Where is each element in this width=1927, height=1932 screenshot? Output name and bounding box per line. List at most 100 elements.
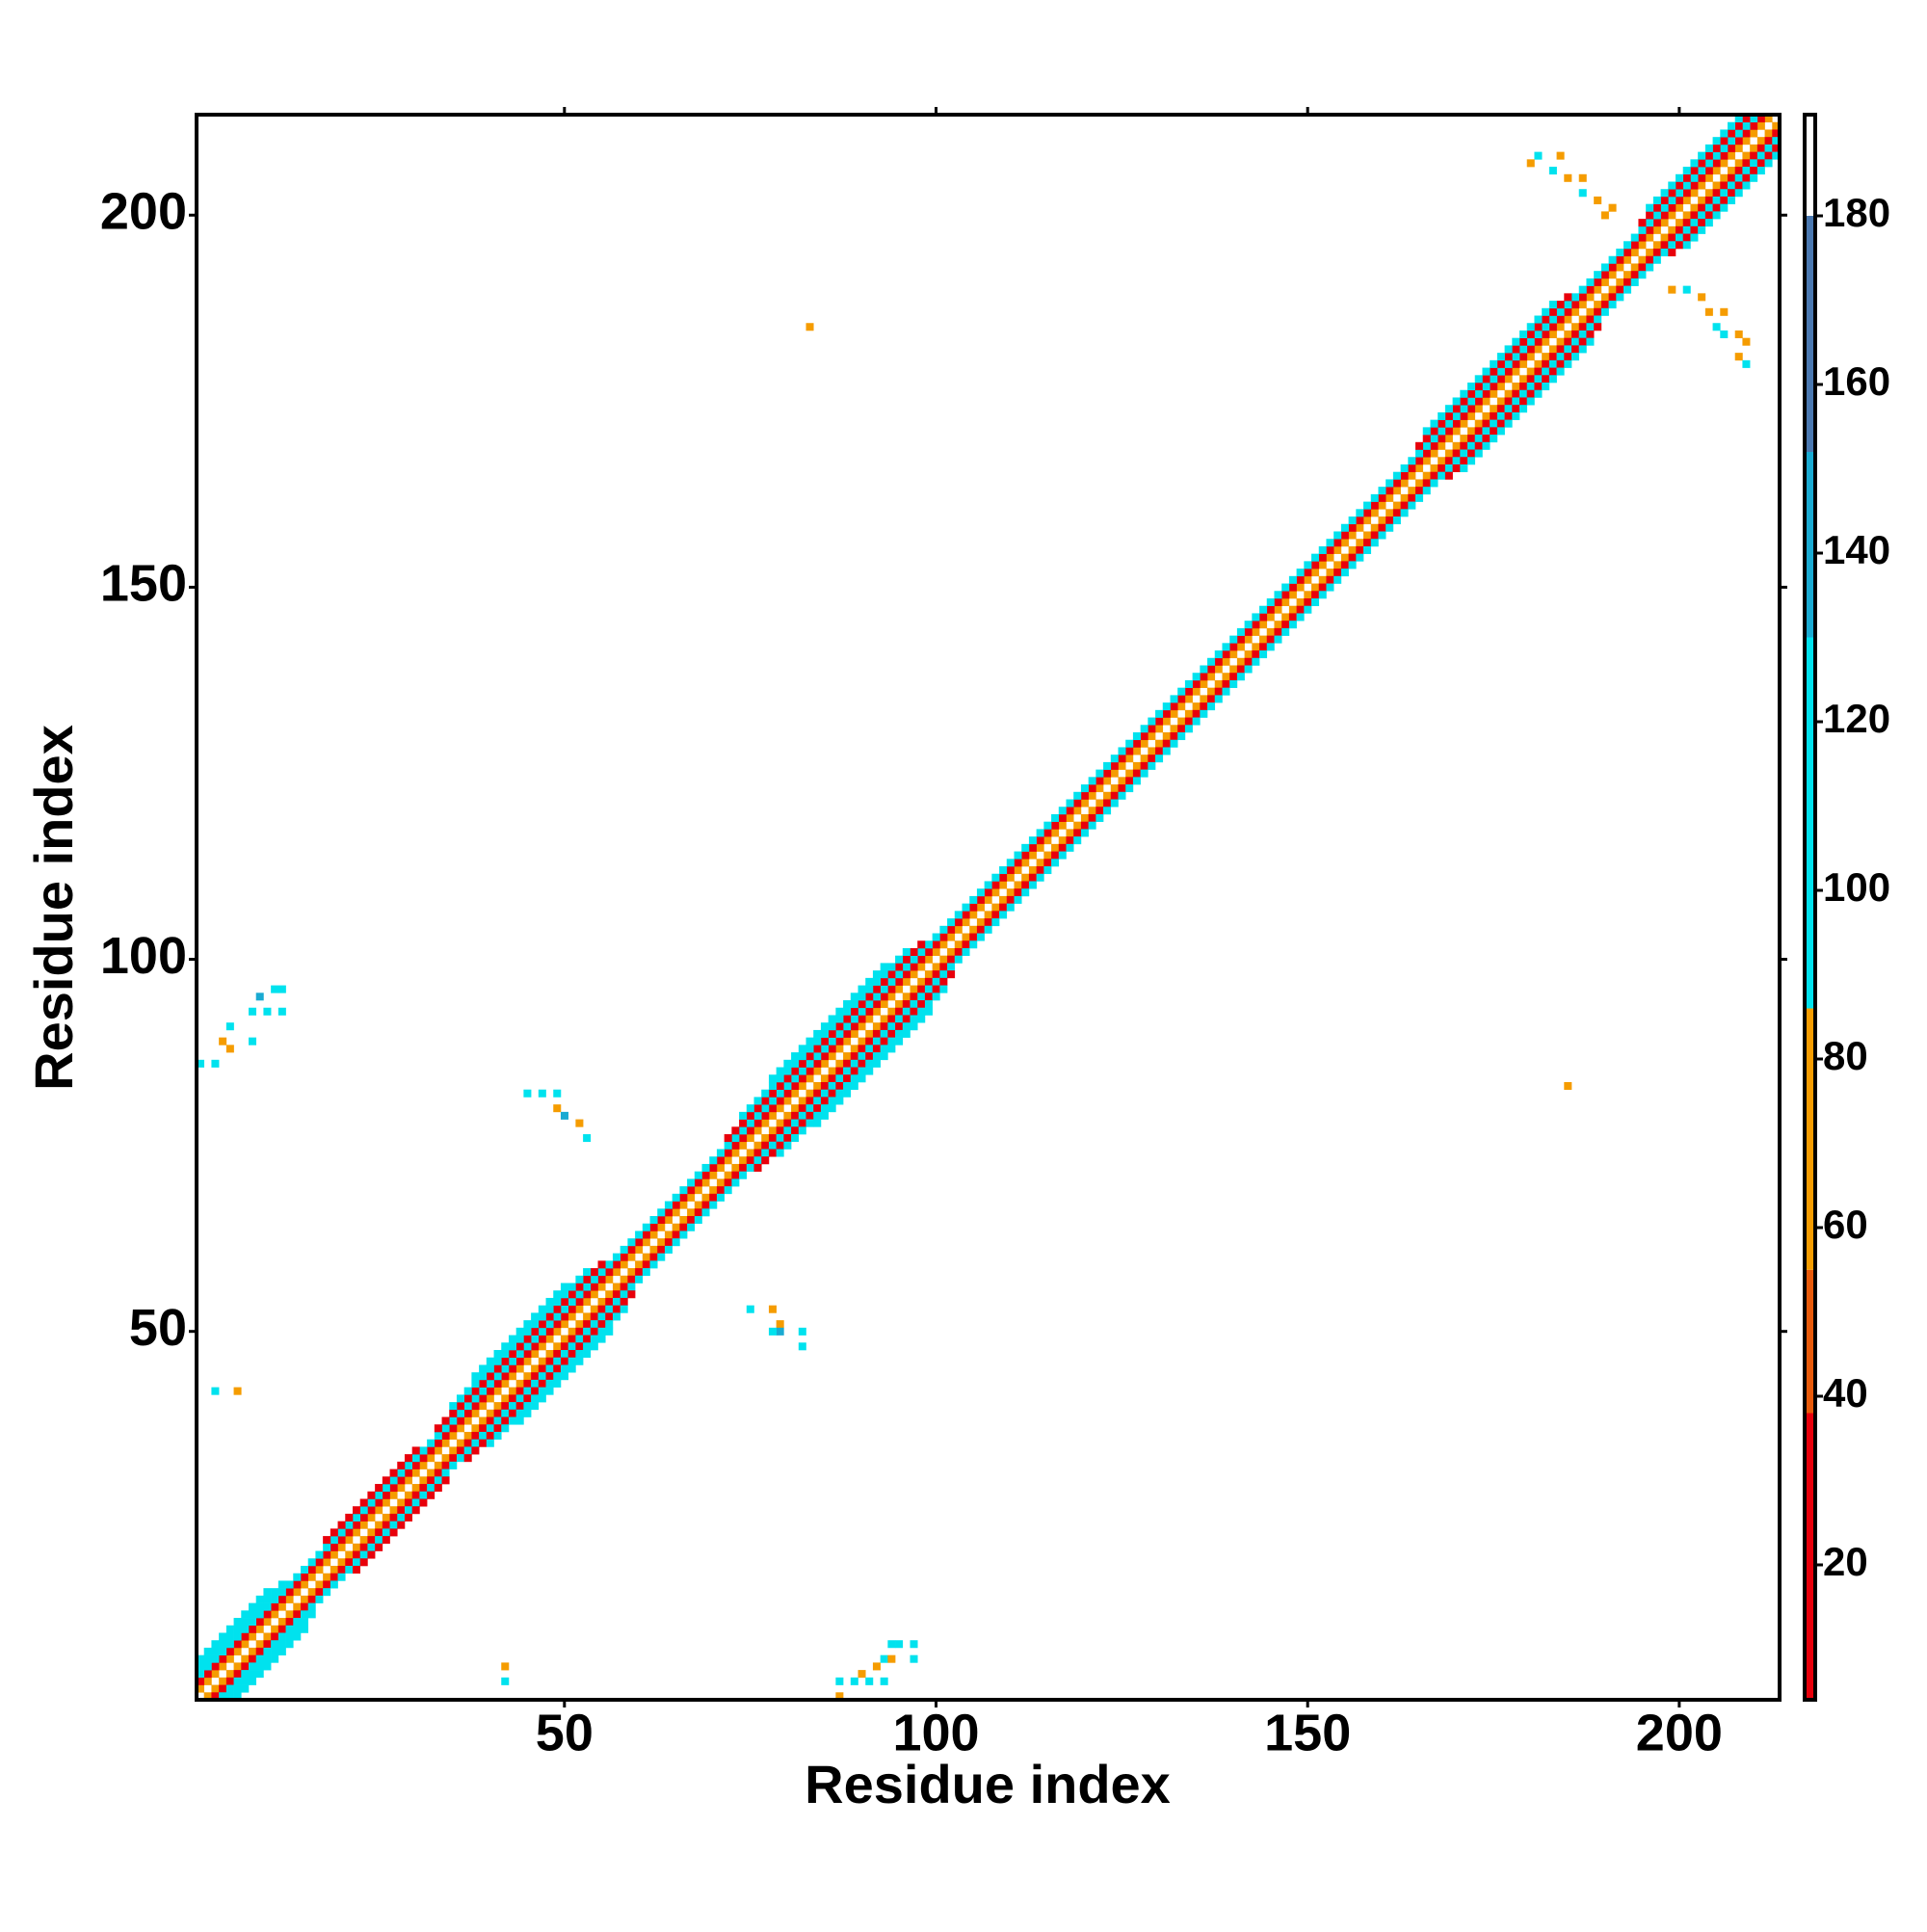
heatmap-cell <box>1623 271 1632 279</box>
heatmap-cell <box>315 1558 324 1567</box>
heatmap-cell <box>924 992 933 1001</box>
heatmap-cell <box>203 1692 212 1701</box>
heatmap-cell <box>1712 189 1721 198</box>
heatmap-cell <box>605 1327 614 1336</box>
heatmap-cell <box>1095 777 1104 785</box>
heatmap-cell <box>1214 657 1223 666</box>
heatmap-cell <box>225 1640 234 1649</box>
heatmap-cell <box>746 1149 754 1157</box>
heatmap-cell <box>456 1416 464 1425</box>
heatmap-cell <box>1704 173 1713 182</box>
heatmap-cell <box>761 1149 770 1157</box>
heatmap-cell <box>783 1081 792 1091</box>
heatmap-cell <box>300 1625 309 1633</box>
heatmap-cell <box>1452 411 1461 420</box>
heatmap-cell <box>1623 285 1632 294</box>
heatmap-cell <box>1742 167 1751 175</box>
heatmap-cell <box>1036 873 1044 882</box>
heatmap-cell <box>1676 241 1684 250</box>
heatmap-cell <box>1756 159 1765 168</box>
heatmap-cell <box>1698 173 1706 182</box>
heatmap-cell <box>1259 613 1268 622</box>
heatmap-cell <box>612 1268 620 1277</box>
heatmap-cell <box>635 1238 644 1247</box>
heatmap-cell <box>248 1632 257 1641</box>
heatmap-cell <box>1564 1081 1572 1091</box>
heatmap-cell <box>1356 523 1364 532</box>
heatmap-cell <box>1304 591 1312 599</box>
heatmap-cell <box>1578 301 1587 309</box>
heatmap-cell <box>1274 591 1282 599</box>
heatmap-cell <box>843 1037 852 1045</box>
heatmap-cell <box>1764 159 1773 168</box>
heatmap-cell <box>1534 359 1543 368</box>
heatmap-cell <box>1630 271 1639 279</box>
heatmap-cell <box>798 1097 806 1105</box>
heatmap-cell <box>1304 569 1312 577</box>
heatmap-cell <box>263 1640 272 1649</box>
heatmap-cell <box>962 940 970 949</box>
heatmap-cell <box>649 1253 658 1261</box>
heatmap-cell <box>1088 813 1096 822</box>
heatmap-cell <box>1192 717 1201 726</box>
heatmap-cell <box>850 1045 858 1053</box>
heatmap-cell <box>679 1186 688 1195</box>
heatmap-cell <box>277 985 286 993</box>
heatmap-cell <box>382 1521 390 1529</box>
heatmap-cell <box>872 1000 881 1009</box>
heatmap-cell <box>910 992 918 1001</box>
heatmap-cell <box>1690 233 1699 242</box>
heatmap-cell <box>315 1550 324 1559</box>
heatmap-cell <box>1392 516 1401 525</box>
heatmap-cell <box>902 955 911 964</box>
heatmap-cell <box>724 1171 732 1179</box>
heatmap-cell <box>197 1654 205 1663</box>
heatmap-cell <box>1214 650 1223 659</box>
heatmap-cell <box>605 1320 614 1329</box>
heatmap-cell <box>441 1439 450 1447</box>
heatmap-cell <box>813 1045 822 1053</box>
heatmap-cell <box>1594 285 1602 294</box>
heatmap-cell <box>1452 449 1461 458</box>
heatmap-cell <box>1474 397 1483 406</box>
heatmap-cell <box>984 888 992 897</box>
heatmap-cell <box>1348 561 1357 569</box>
heatmap-cell <box>508 1350 516 1359</box>
heatmap-cell <box>575 1357 584 1365</box>
heatmap-cell <box>1422 471 1431 480</box>
heatmap-cell <box>568 1312 576 1321</box>
heatmap-cell <box>657 1208 666 1217</box>
heatmap-cell <box>1162 717 1171 726</box>
heatmap-cell <box>1616 255 1624 264</box>
heatmap-cell <box>1184 679 1193 688</box>
heatmap-cell <box>307 1573 316 1581</box>
heatmap-cell <box>241 1618 250 1627</box>
heatmap-cell <box>315 1565 324 1575</box>
heatmap-cell <box>1578 337 1587 346</box>
heatmap-cell <box>225 1045 234 1053</box>
heatmap-cell <box>768 1104 777 1113</box>
heatmap-cell <box>917 977 926 986</box>
heatmap-cell <box>1408 463 1416 473</box>
heatmap-cell <box>1438 427 1446 436</box>
heatmap-cell <box>508 1416 516 1425</box>
heatmap-cell <box>1125 784 1134 793</box>
heatmap-cell <box>225 1684 234 1693</box>
heatmap-cell <box>1311 591 1320 599</box>
heatmap-cell <box>1259 621 1268 629</box>
y-tick-label: 200 <box>100 183 187 241</box>
heatmap-cell <box>1080 829 1089 837</box>
heatmap-cell <box>508 1357 516 1365</box>
heatmap-cell <box>449 1416 458 1425</box>
heatmap-cell <box>880 1045 888 1053</box>
heatmap-cell <box>1756 151 1765 160</box>
heatmap-cell <box>538 1357 546 1365</box>
heatmap-cell <box>1356 516 1364 525</box>
heatmap-cell <box>568 1290 576 1299</box>
heatmap-cell <box>902 963 911 971</box>
heatmap-cell <box>1021 843 1030 852</box>
heatmap-cell <box>285 1625 294 1633</box>
heatmap-cell <box>590 1305 598 1313</box>
heatmap-cell <box>531 1312 540 1321</box>
heatmap-cell <box>479 1402 488 1411</box>
